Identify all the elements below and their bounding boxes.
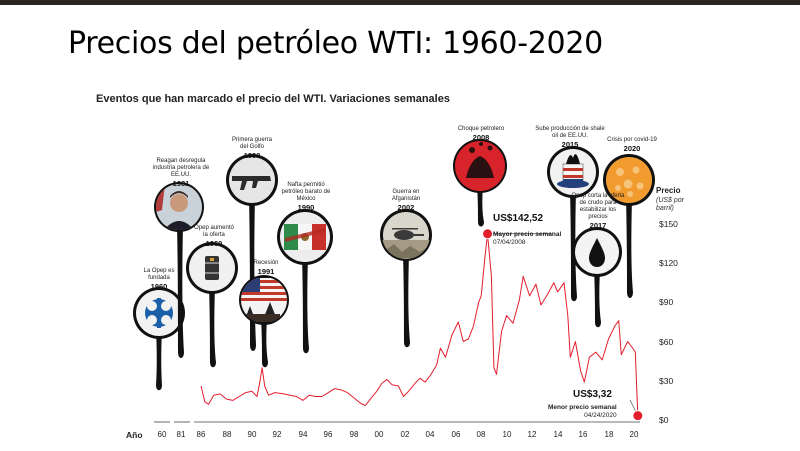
max-price-marker xyxy=(482,228,494,240)
event-shale-label: Sube producción de shale oil de EE.UU. 2… xyxy=(535,126,605,149)
x-tick-label: 04 xyxy=(425,430,435,439)
slide-title: Precios del petróleo WTI: 1960-2020 xyxy=(68,26,603,61)
event-covid-marker xyxy=(603,154,655,298)
event-nafta-label: Nafta permitió petróleo barato de México… xyxy=(281,182,331,212)
min-price-value: US$3,32 xyxy=(573,389,612,400)
max-price-value: US$142,52 xyxy=(493,213,544,224)
event-opep-corta-label: Opep corta la oferta de crudo para estab… xyxy=(571,193,625,230)
event-covid-label: Crisis por covid-19 2020 xyxy=(607,137,657,153)
x-tick-label: 60 xyxy=(157,430,167,439)
event-nafta-marker xyxy=(277,209,333,354)
event-golfo-marker xyxy=(226,154,278,351)
x-tick-label: 16 xyxy=(578,430,588,439)
x-tick-label: 92 xyxy=(272,430,282,439)
x-axis-title: Año xyxy=(126,430,143,440)
y-axis-title: Precio xyxy=(656,186,681,195)
x-tick-label: 81 xyxy=(176,430,186,439)
event-afganistan-marker xyxy=(380,209,432,348)
x-tick-label: 06 xyxy=(451,430,461,439)
min-price-note: Menor precio semanal 04/24/2020 xyxy=(548,404,617,419)
event-opep-label: La Opep es fundada 1960 xyxy=(143,268,175,291)
x-tick-label: 96 xyxy=(323,430,333,439)
x-tick-label: 90 xyxy=(247,430,257,439)
x-tick-label: 94 xyxy=(298,430,308,439)
top-bar xyxy=(0,0,800,5)
us-flag-oil-pumps-icon xyxy=(241,278,287,322)
mexico-flag-icon xyxy=(284,224,326,250)
coronavirus-icon xyxy=(607,158,651,202)
x-tick-label: 10 xyxy=(502,430,512,439)
event-reagan-label: Reagan desregula industria petrolera de … xyxy=(152,158,210,188)
y-tick-label: $30 xyxy=(659,376,674,386)
x-tick-label: 14 xyxy=(553,430,563,439)
y-tick-label: $60 xyxy=(659,337,674,347)
oil-splash-icon xyxy=(455,141,505,191)
x-tick-label: 20 xyxy=(629,430,639,439)
y-axis-unit: (US$ por barril) xyxy=(656,197,685,212)
max-price-note: Mayor precio semanal 07/04/2008 xyxy=(493,231,562,246)
x-tick-label: 18 xyxy=(604,430,614,439)
y-tick-label: $0 xyxy=(659,415,669,425)
reagan-portrait-icon xyxy=(156,184,202,230)
event-opep-oferta-marker xyxy=(186,242,238,368)
event-opep-corta-marker xyxy=(572,227,622,328)
y-tick-label: $90 xyxy=(659,297,674,307)
uncle-sam-hat-icon xyxy=(557,154,589,188)
helicopter-icon xyxy=(382,228,430,259)
event-opep-oferta-label: Opep aumentó la oferta 1960 xyxy=(194,225,234,248)
event-recesion-label: Recesión 1991 xyxy=(253,260,279,276)
y-tick-label: $120 xyxy=(659,258,678,268)
x-tick-label: 88 xyxy=(222,430,232,439)
oil-drop-icon xyxy=(589,238,605,267)
event-shale-marker xyxy=(547,146,599,302)
event-afganistan-label: Guerra en Afganistán 2002 xyxy=(391,189,421,212)
x-tick-label: 00 xyxy=(374,430,384,439)
x-tick-label: 12 xyxy=(527,430,537,439)
event-choque-label: Choque petrolero 2008 xyxy=(457,126,505,142)
rifle-icon xyxy=(232,176,271,190)
chart-title: Eventos que han marcado el precio del WT… xyxy=(96,93,450,105)
event-golfo-label: Primera guerra del Golfo 1990 xyxy=(231,137,272,160)
x-tick-label: 08 xyxy=(476,430,486,439)
y-tick-label: $150 xyxy=(659,219,678,229)
x-tick-label: 86 xyxy=(196,430,206,439)
min-price-marker xyxy=(632,410,644,422)
event-choque-marker xyxy=(453,139,507,227)
x-tick-label: 02 xyxy=(400,430,410,439)
event-recesion-marker xyxy=(239,275,289,368)
event-opep-marker xyxy=(133,287,185,391)
x-tick-label: 98 xyxy=(349,430,359,439)
oil-barrels-icon xyxy=(205,256,219,280)
opec-logo-icon xyxy=(145,298,173,328)
price-series-line xyxy=(200,233,639,416)
